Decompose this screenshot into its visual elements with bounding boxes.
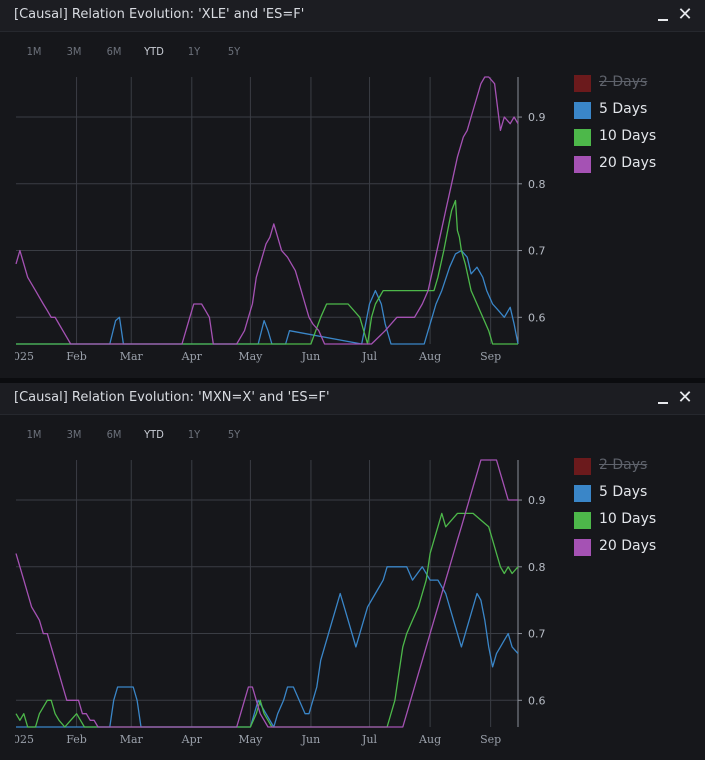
legend-swatch: [574, 458, 591, 475]
x-tick-label: May: [238, 350, 263, 363]
y-tick-label: 0.9: [528, 111, 546, 124]
x-tick-label: Apr: [181, 733, 203, 746]
x-tick-label: Jul: [361, 733, 377, 746]
legend-label: 2 Days: [599, 457, 648, 473]
range-button-ytd[interactable]: YTD: [144, 428, 164, 441]
panel-title: [Causal] Relation Evolution: 'XLE' and '…: [14, 7, 305, 22]
series-line-10-days[interactable]: [16, 199, 518, 345]
range-button-1y[interactable]: 1Y: [187, 45, 201, 58]
series-line-5-days[interactable]: [16, 566, 519, 728]
x-tick-label: Jul: [361, 350, 377, 363]
range-button-ytd[interactable]: YTD: [144, 45, 164, 58]
range-button-1m[interactable]: 1M: [26, 45, 42, 58]
range-button-5y[interactable]: 5Y: [227, 45, 241, 58]
legend-label: 2 Days: [599, 74, 648, 90]
legend-label: 5 Days: [599, 484, 648, 500]
series-line-20-days[interactable]: [15, 76, 519, 345]
range-button-3m[interactable]: 3M: [66, 428, 82, 441]
legend-swatch: [574, 512, 591, 529]
series-line-5-days[interactable]: [16, 249, 519, 345]
x-tick-label: Aug: [418, 733, 441, 746]
panel-titlebar[interactable]: [Causal] Relation Evolution: 'MXN=X' and…: [0, 383, 705, 415]
x-tick-label: Feb: [66, 350, 87, 363]
minimize-icon[interactable]: [654, 388, 672, 408]
tick-mask: [0, 346, 15, 366]
x-tick-label: Mar: [120, 350, 144, 363]
x-tick-label: Apr: [181, 350, 203, 363]
close-icon[interactable]: ✕: [677, 4, 693, 25]
series-line-20-days[interactable]: [15, 459, 518, 728]
legend-swatch: [574, 156, 591, 173]
range-button-1m[interactable]: 1M: [26, 428, 42, 441]
y-tick-label: 0.6: [528, 311, 546, 324]
legend-swatch: [574, 539, 591, 556]
y-tick-label: 0.7: [528, 628, 546, 641]
range-button-6m[interactable]: 6M: [106, 428, 122, 441]
legend-swatch: [574, 75, 591, 92]
x-tick-label: Jun: [301, 733, 321, 746]
legend-label: 20 Days: [599, 538, 657, 554]
close-icon[interactable]: ✕: [677, 387, 693, 408]
legend-swatch: [574, 102, 591, 119]
x-tick-label: Mar: [120, 733, 144, 746]
chart-panel-xle: [Causal] Relation Evolution: 'XLE' and '…: [0, 0, 705, 378]
range-button-5y[interactable]: 5Y: [227, 428, 241, 441]
range-button-1y[interactable]: 1Y: [187, 428, 201, 441]
y-tick-label: 0.8: [528, 178, 546, 191]
x-tick-label: Sep: [480, 350, 501, 363]
tick-mask: [0, 729, 15, 749]
x-tick-label: May: [238, 733, 263, 746]
minimize-icon[interactable]: [654, 5, 672, 25]
y-tick-label: 0.8: [528, 561, 546, 574]
legend-swatch: [574, 129, 591, 146]
y-tick-label: 0.7: [528, 245, 546, 258]
legend-label: 5 Days: [599, 101, 648, 117]
x-tick-label: Feb: [66, 733, 87, 746]
legend-label: 10 Days: [599, 511, 657, 527]
legend-swatch: [574, 485, 591, 502]
panel-titlebar[interactable]: [Causal] Relation Evolution: 'XLE' and '…: [0, 0, 705, 32]
legend-label: 20 Days: [599, 155, 657, 171]
legend-label: 10 Days: [599, 128, 657, 144]
chart-panel-mxn: [Causal] Relation Evolution: 'MXN=X' and…: [0, 383, 705, 760]
range-button-3m[interactable]: 3M: [66, 45, 82, 58]
y-tick-label: 0.6: [528, 694, 546, 707]
panel-title: [Causal] Relation Evolution: 'MXN=X' and…: [14, 390, 330, 405]
series-line-10-days[interactable]: [15, 512, 519, 728]
y-tick-label: 0.9: [528, 494, 546, 507]
x-tick-label: Jun: [301, 350, 321, 363]
x-tick-label: Sep: [480, 733, 501, 746]
x-tick-label: Aug: [418, 350, 441, 363]
range-button-6m[interactable]: 6M: [106, 45, 122, 58]
